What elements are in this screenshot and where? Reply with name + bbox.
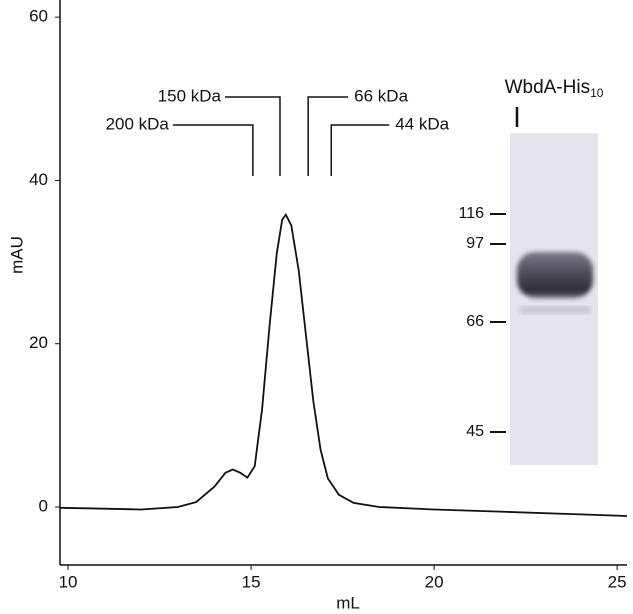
gel-band [517,252,593,298]
gel-marker-label: 45 [466,423,484,440]
gel-title-text: WbdA-His [505,77,591,98]
y-tick-label: 0 [39,497,48,516]
y-axis-label: mAU [7,236,26,274]
y-tick-label: 20 [29,333,48,352]
gel-band-faint [520,306,590,314]
size-marker-label: 44 kDa [395,114,449,133]
x-tick-label: 20 [425,572,444,591]
gel-inset: WbdA-His10 116 97 66 45 [458,77,604,465]
size-marker [307,96,349,176]
x-tick-label: 10 [59,572,78,591]
x-tick-label: 15 [242,572,261,591]
gel-title-subscript: 10 [590,86,604,100]
trace [59,213,628,517]
y-tick-label: 60 [29,7,48,26]
size-marker-label: 150 kDa [158,86,222,105]
gel-title: WbdA-His10 [505,77,604,100]
size-marker [172,124,254,176]
y-tick-label: 40 [29,170,48,189]
gel-marker-label: 116 [458,205,484,222]
size-marker-label: 200 kDa [106,114,170,133]
size-marker-label: 66 kDa [354,86,408,105]
gel-marker-label: 66 [466,313,484,330]
size-marker [330,124,390,176]
size-marker [224,96,281,176]
x-axis-label: mL [336,593,360,612]
gel-marker-label: 97 [466,235,484,252]
gel-lane [510,133,598,465]
x-tick-label: 25 [608,572,627,591]
